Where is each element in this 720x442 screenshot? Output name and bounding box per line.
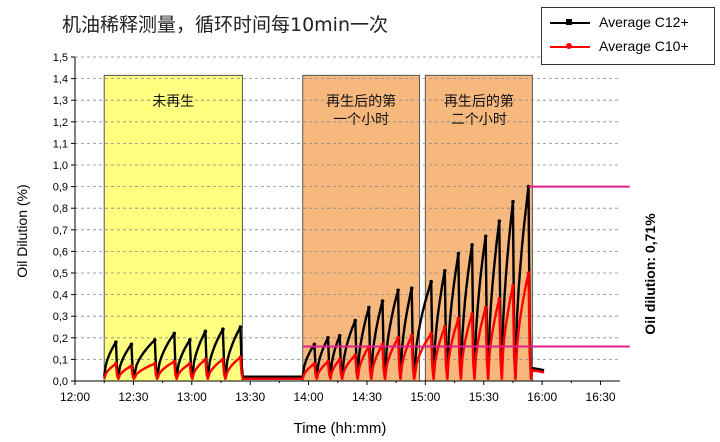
series-1-peak-14: [396, 336, 400, 340]
series-0-peak-15: [409, 286, 414, 290]
series-0-peak-1: [129, 342, 134, 347]
series-0-peak-17: [443, 269, 447, 273]
series-1-peak-7: [238, 355, 243, 360]
series-1-peak-11: [353, 353, 358, 357]
series-1-peak-22: [511, 284, 515, 288]
legend-label-c10: Average C10+: [599, 38, 689, 54]
x-tick-label-3: 13:30: [235, 390, 265, 404]
series-0-peak-20: [483, 234, 488, 239]
y-tick-label-2: 0,2: [53, 333, 68, 345]
series-0-peak-16: [429, 279, 433, 284]
series-0-peak-10: [337, 333, 342, 338]
y-tick-label-6: 0,6: [53, 246, 68, 258]
y-tick-label-4: 0,4: [53, 290, 68, 302]
series-0-peak-22: [511, 199, 515, 204]
series-1-peak-20: [483, 305, 488, 310]
series-1-peak-17: [443, 325, 447, 329]
series-0-peak-14: [396, 288, 400, 293]
series-1-peak-13: [380, 342, 385, 347]
y-tick-label-5: 0,5: [53, 268, 68, 280]
x-tick-label-5: 14:30: [352, 390, 382, 404]
x-tick-label-1: 12:30: [118, 390, 148, 404]
legend: Average C12+ Average C10+: [541, 7, 715, 65]
x-axis-label: Time (hh:mm): [0, 420, 720, 437]
series-1-peak-6: [221, 357, 225, 362]
series-0-peak-21: [497, 219, 502, 223]
series-0-peak-19: [470, 243, 474, 247]
series-1-peak-5: [203, 357, 208, 362]
x-axis-label-text: Time (hh:mm): [293, 420, 387, 437]
x-tick-label-9: 16:30: [586, 390, 616, 404]
series-0-peak-9: [326, 336, 330, 340]
y-tick-label-0: 0,0: [53, 376, 68, 388]
x-tick-label-2: 13:00: [177, 390, 207, 404]
region-label-2-0: 再生后的第: [444, 93, 514, 110]
y-tick-label-8: 0,8: [53, 203, 68, 215]
y-tick-label-9: 0,9: [53, 182, 68, 194]
x-tick-label-7: 15:30: [469, 390, 499, 404]
series-1-peak-1: [129, 364, 134, 368]
series-1-peak-9: [326, 359, 330, 364]
y-tick-label-7: 0,7: [53, 225, 68, 237]
y-tick-label-15: 1,5: [53, 52, 68, 64]
series-1-peak-0: [114, 361, 118, 366]
legend-marker-c12: [566, 19, 572, 25]
series-0-peak-11: [353, 318, 358, 323]
series-0-peak-12: [367, 305, 371, 310]
x-tick-label-4: 14:00: [294, 390, 324, 404]
series-1-peak-2: [153, 361, 157, 366]
y-tick-label-12: 1,2: [53, 117, 68, 129]
region-label-0-0: 未再生: [152, 94, 194, 110]
series-1-peak-16: [429, 331, 433, 336]
x-tick-label-6: 15:00: [410, 390, 440, 404]
series-1-peak-21: [497, 297, 502, 301]
series-1-peak-3: [172, 359, 177, 364]
series-0-peak-6: [221, 327, 225, 331]
region-1: [302, 74, 421, 382]
legend-item-c12: Average C12+: [542, 12, 714, 34]
region-0: [103, 74, 243, 382]
region-label-2-1: 二个小时: [451, 112, 507, 128]
series-1-peak-18: [456, 316, 461, 321]
series-0-peak-5: [203, 329, 208, 334]
series-0-peak-3: [172, 331, 177, 336]
legend-marker-c10: [566, 43, 572, 49]
series-0-peak-4: [188, 338, 192, 342]
series-1-peak-19: [470, 312, 474, 316]
series-1-peak-10: [337, 357, 342, 362]
series-0-peak-18: [456, 251, 461, 256]
y-tick-label-14: 1,4: [53, 74, 68, 86]
oil-dilution-annotation: Oil dilution: 0,71%: [642, 213, 658, 335]
y-tick-label-13: 1,3: [53, 95, 68, 107]
x-tick-label-0: 12:00: [60, 390, 90, 404]
chart-title: 机油稀释测量，循环时间每10min一次: [62, 14, 389, 36]
y-axis-label: Oil Dilution (%): [14, 184, 30, 278]
series-0-peak-7: [238, 325, 243, 329]
y-tick-label-3: 0,3: [53, 311, 68, 323]
y-tick-label-1: 0,1: [53, 354, 68, 366]
series-1-peak-15: [409, 333, 414, 338]
region-label-1-1: 一个小时: [333, 112, 389, 128]
series-1-peak-4: [188, 361, 192, 366]
region-label-1-0: 再生后的第: [326, 93, 396, 110]
series-line-1: [103, 271, 545, 380]
series-0-peak-2: [153, 338, 157, 342]
legend-item-c10: Average C10+: [542, 36, 714, 58]
series-0-peak-0: [114, 340, 118, 344]
legend-label-c12: Average C12+: [599, 14, 689, 30]
y-tick-label-11: 1,1: [53, 138, 68, 150]
x-tick-label-8: 16:00: [527, 390, 557, 404]
series-0-peak-13: [380, 299, 385, 303]
series-1-peak-23: [526, 271, 531, 275]
series-0-peak-8: [312, 342, 317, 347]
y-tick-label-10: 1,0: [53, 160, 68, 172]
series-1-peak-8: [312, 361, 317, 366]
